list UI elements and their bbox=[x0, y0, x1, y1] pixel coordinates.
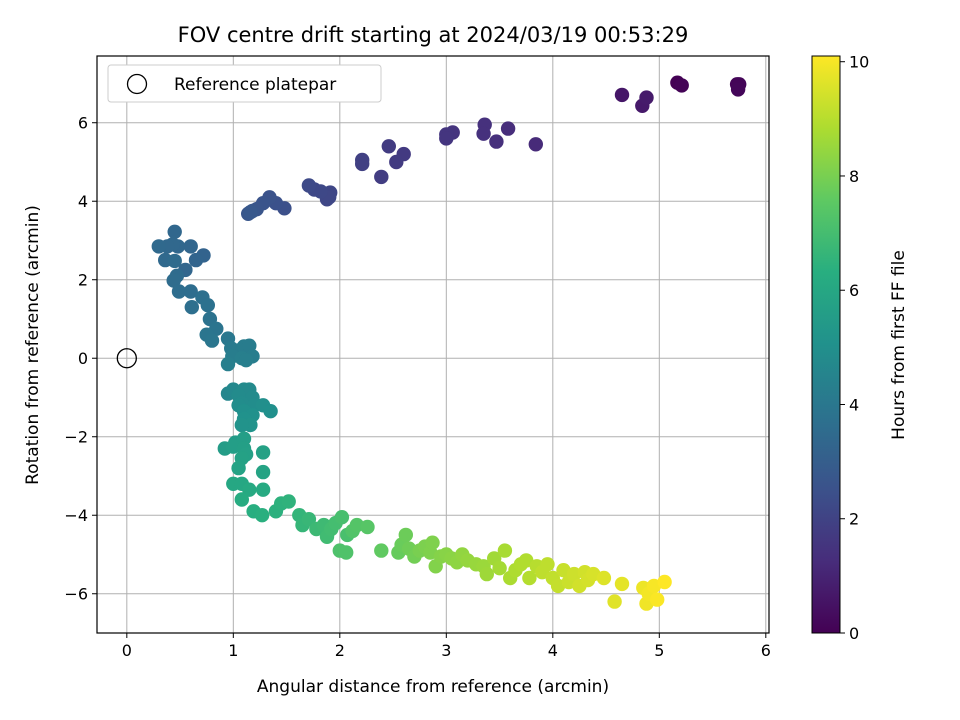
data-point bbox=[674, 78, 689, 93]
data-point bbox=[657, 574, 672, 590]
data-point bbox=[226, 439, 241, 454]
data-point bbox=[242, 482, 257, 497]
data-point bbox=[349, 517, 365, 533]
y-tick-label: −6 bbox=[64, 585, 88, 604]
y-tick-label: 4 bbox=[78, 192, 88, 211]
legend: Reference platepar bbox=[107, 64, 382, 103]
data-point bbox=[184, 300, 199, 315]
data-point bbox=[522, 570, 537, 586]
data-point bbox=[730, 82, 746, 97]
colorbar-tick-label: 6 bbox=[849, 281, 859, 300]
x-tick-label: 6 bbox=[761, 641, 771, 660]
data-point bbox=[255, 445, 271, 460]
data-point bbox=[389, 154, 404, 170]
data-point bbox=[171, 284, 187, 299]
data-point bbox=[425, 535, 440, 550]
colorbar-label: Hours from first FF file bbox=[889, 250, 909, 440]
data-point bbox=[234, 492, 249, 507]
data-point bbox=[339, 545, 354, 560]
colorbar-tick-label: 0 bbox=[849, 624, 859, 643]
legend-box bbox=[107, 64, 382, 103]
chart-title: FOV centre drift starting at 2024/03/19 … bbox=[178, 23, 689, 47]
data-point bbox=[607, 594, 622, 609]
data-point bbox=[398, 527, 413, 543]
reference-point-marker bbox=[116, 348, 137, 369]
data-point bbox=[243, 205, 258, 220]
data-point bbox=[540, 557, 555, 572]
data-point bbox=[166, 273, 181, 288]
x-tick-label: 5 bbox=[654, 641, 664, 660]
data-point bbox=[220, 356, 236, 372]
data-point bbox=[301, 512, 317, 527]
x-axis-label: Angular distance from reference (arcmin) bbox=[257, 677, 609, 697]
data-point bbox=[489, 134, 504, 149]
data-point bbox=[639, 90, 654, 105]
data-point bbox=[650, 592, 665, 607]
data-point bbox=[255, 464, 271, 480]
colorbar-tick-label: 8 bbox=[849, 167, 859, 186]
data-point bbox=[188, 252, 204, 268]
x-axis-ticks: 0 1 2 3 4 5 6 bbox=[122, 633, 771, 660]
y-tick-label: 0 bbox=[78, 349, 88, 368]
data-point bbox=[439, 131, 454, 146]
data-point bbox=[254, 508, 270, 523]
data-point bbox=[614, 87, 630, 103]
x-tick-label: 2 bbox=[335, 641, 345, 660]
colorbar-gradient bbox=[811, 55, 841, 634]
y-tick-label: 2 bbox=[78, 271, 88, 290]
data-point bbox=[183, 284, 198, 299]
data-point bbox=[492, 561, 507, 576]
data-point bbox=[374, 543, 389, 558]
colorbar: 0 2 4 6 8 10 Hours from first FF file bbox=[811, 53, 909, 643]
x-tick-label: 0 bbox=[122, 641, 132, 660]
colorbar-tick-label: 10 bbox=[849, 53, 869, 72]
data-point bbox=[479, 566, 494, 582]
data-point bbox=[167, 253, 182, 269]
legend-entry-reference-platepar: Reference platepar bbox=[174, 75, 336, 95]
plot-frame bbox=[96, 55, 770, 634]
data-point bbox=[234, 417, 249, 433]
data-point bbox=[301, 178, 317, 193]
legend-marker bbox=[126, 73, 148, 95]
y-axis-label: Rotation from reference (arcmin) bbox=[23, 205, 43, 485]
data-point bbox=[204, 333, 220, 348]
data-point bbox=[263, 404, 278, 419]
data-point bbox=[497, 543, 513, 558]
data-point bbox=[519, 553, 534, 568]
data-point bbox=[151, 239, 166, 254]
data-point bbox=[355, 156, 370, 172]
data-point bbox=[360, 519, 375, 535]
data-points bbox=[116, 75, 747, 611]
grid-lines bbox=[97, 56, 769, 633]
x-tick-label: 1 bbox=[228, 641, 238, 660]
y-tick-label: −4 bbox=[64, 506, 88, 525]
data-point bbox=[334, 510, 350, 525]
data-point bbox=[596, 570, 612, 586]
data-point bbox=[374, 169, 389, 185]
x-tick-label: 3 bbox=[441, 641, 451, 660]
x-tick-label: 4 bbox=[548, 641, 558, 660]
data-point bbox=[476, 126, 491, 141]
data-point bbox=[281, 494, 296, 509]
data-point bbox=[528, 137, 543, 152]
y-axis-ticks: −6 −4 −2 0 2 4 6 bbox=[64, 114, 97, 604]
data-point bbox=[238, 353, 254, 368]
data-point bbox=[614, 576, 630, 592]
data-point bbox=[231, 460, 246, 476]
colorbar-tick-label: 4 bbox=[849, 395, 859, 414]
data-point bbox=[566, 566, 582, 582]
data-point bbox=[381, 139, 396, 154]
y-tick-label: 6 bbox=[78, 114, 88, 133]
data-point bbox=[183, 239, 198, 254]
colorbar-tick-label: 2 bbox=[849, 510, 859, 529]
y-tick-label: −2 bbox=[64, 428, 88, 447]
data-point bbox=[255, 482, 271, 497]
data-point bbox=[167, 224, 182, 239]
data-point bbox=[200, 298, 215, 313]
colorbar-ticks: 0 2 4 6 8 10 bbox=[840, 53, 869, 643]
data-point bbox=[500, 121, 516, 136]
